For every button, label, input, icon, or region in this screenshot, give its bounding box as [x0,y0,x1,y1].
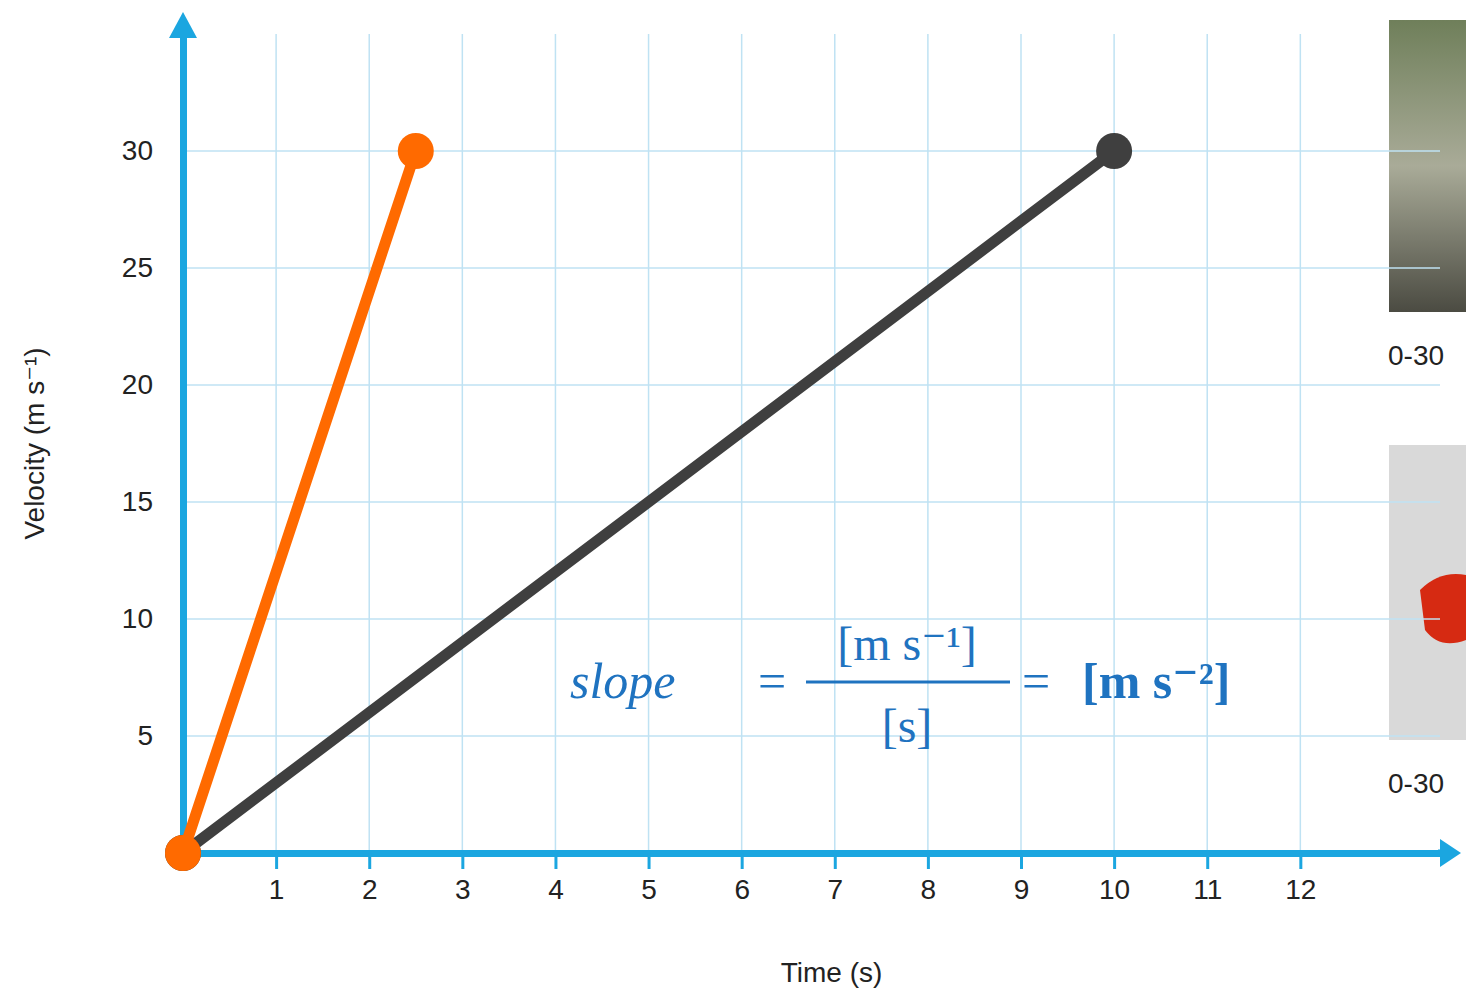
x-tick-label: 9 [1014,874,1030,905]
grid-line-x [1300,34,1302,853]
x-axis-line [184,850,1441,857]
x-tick-mark [554,853,557,869]
x-axis-title: Time (s) [781,957,883,988]
grid-line-x [834,34,836,853]
grid-line-x [368,34,370,853]
series-line [183,151,1114,853]
plot-area [165,133,1132,871]
x-tick-label: 10 [1099,874,1130,905]
series-line [183,151,416,853]
x-tick-mark [648,853,651,869]
photo-caption: 0-30 [1388,340,1444,371]
x-tick-label: 12 [1285,874,1316,905]
x-tick: 1 [269,853,285,905]
x-tick-label: 1 [269,874,285,905]
grid-line-x [555,34,557,853]
x-axis-arrow [1440,839,1461,867]
x-tick-mark [834,853,837,869]
x-tick-mark [741,853,744,869]
x-tick-mark [1020,853,1023,869]
x-tick-label: 4 [548,874,564,905]
y-axis-arrow [169,12,197,38]
y-tick: 10 [122,603,183,634]
y-axis-title: Velocity (m s⁻¹) [19,347,50,539]
x-tick-label: 6 [734,874,750,905]
photos [1389,20,1466,740]
series-marker [165,835,201,871]
formula-equals: = [758,653,786,709]
grid-line-x [1206,34,1208,853]
x-tick-mark [461,853,464,869]
grid-line-y [183,150,1440,152]
y-tick-label: 5 [137,720,153,751]
grid-line-y [183,735,1440,737]
grid-line-x [741,34,743,853]
x-tick-mark [1206,853,1209,869]
y-axis-line [180,35,187,854]
series-marker [165,835,201,871]
x-axis: 123456789101112 [184,853,1441,905]
y-tick: 25 [122,252,183,283]
y-axis: 5 10 15 20 25 30 [122,35,184,854]
formula-numerator: [m s⁻¹] [837,617,977,670]
grid-line-x [648,34,650,853]
x-tick-label: 3 [455,874,471,905]
photo-caption: 0-30 [1388,768,1444,799]
grid [183,34,1440,853]
chart: 12345678910111251015202530Time (s)Veloci… [0,0,1466,994]
x-tick-label: 2 [362,874,378,905]
y-tick-label: 25 [122,252,153,283]
formula-denominator: [s] [882,699,933,752]
x-tick-mark [368,853,371,869]
x-tick-mark [1299,853,1302,869]
x-tick-label: 8 [921,874,937,905]
grid-line-y [183,501,1440,503]
x-tick: 9 [1014,853,1030,905]
slope-formula: slope = [m s⁻¹] [s] = [m s⁻²] [570,617,1230,752]
formula-lhs: slope [570,653,676,709]
fraction-bar [806,681,1010,684]
x-tick: 5 [641,853,657,905]
x-tick: 4 [548,853,564,905]
y-tick-label: 30 [122,135,153,166]
x-tick: 10 [1099,853,1130,905]
x-tick-mark [927,853,930,869]
x-tick-mark [1113,853,1116,869]
x-tick-label: 5 [641,874,657,905]
series-marker [398,133,434,169]
photo-car-2 [1389,445,1466,740]
grid-line-x [275,34,277,853]
grid-line-x [1020,34,1022,853]
x-tick: 11 [1193,853,1222,905]
x-tick: 2 [362,853,378,905]
x-tick-label: 7 [827,874,843,905]
y-tick-label: 20 [122,369,153,400]
photo-car-2-body [1420,574,1466,643]
y-tick: 30 [122,135,183,166]
x-tick: 8 [921,853,937,905]
x-tick-label: 11 [1193,874,1222,905]
formula-equals: = [1022,653,1050,709]
x-tick-mark [275,853,278,869]
grid-line-y [183,618,1440,620]
formula-result: [m s⁻²] [1082,653,1230,709]
y-tick-label: 15 [122,486,153,517]
x-tick: 3 [455,853,471,905]
y-tick: 5 [137,720,183,751]
x-tick: 7 [827,853,843,905]
grid-line-x [462,34,464,853]
y-tick-label: 10 [122,603,153,634]
y-tick: 15 [122,486,183,517]
x-tick: 6 [734,853,750,905]
y-tick: 20 [122,369,183,400]
x-tick: 12 [1285,853,1316,905]
series-marker [1096,133,1132,169]
